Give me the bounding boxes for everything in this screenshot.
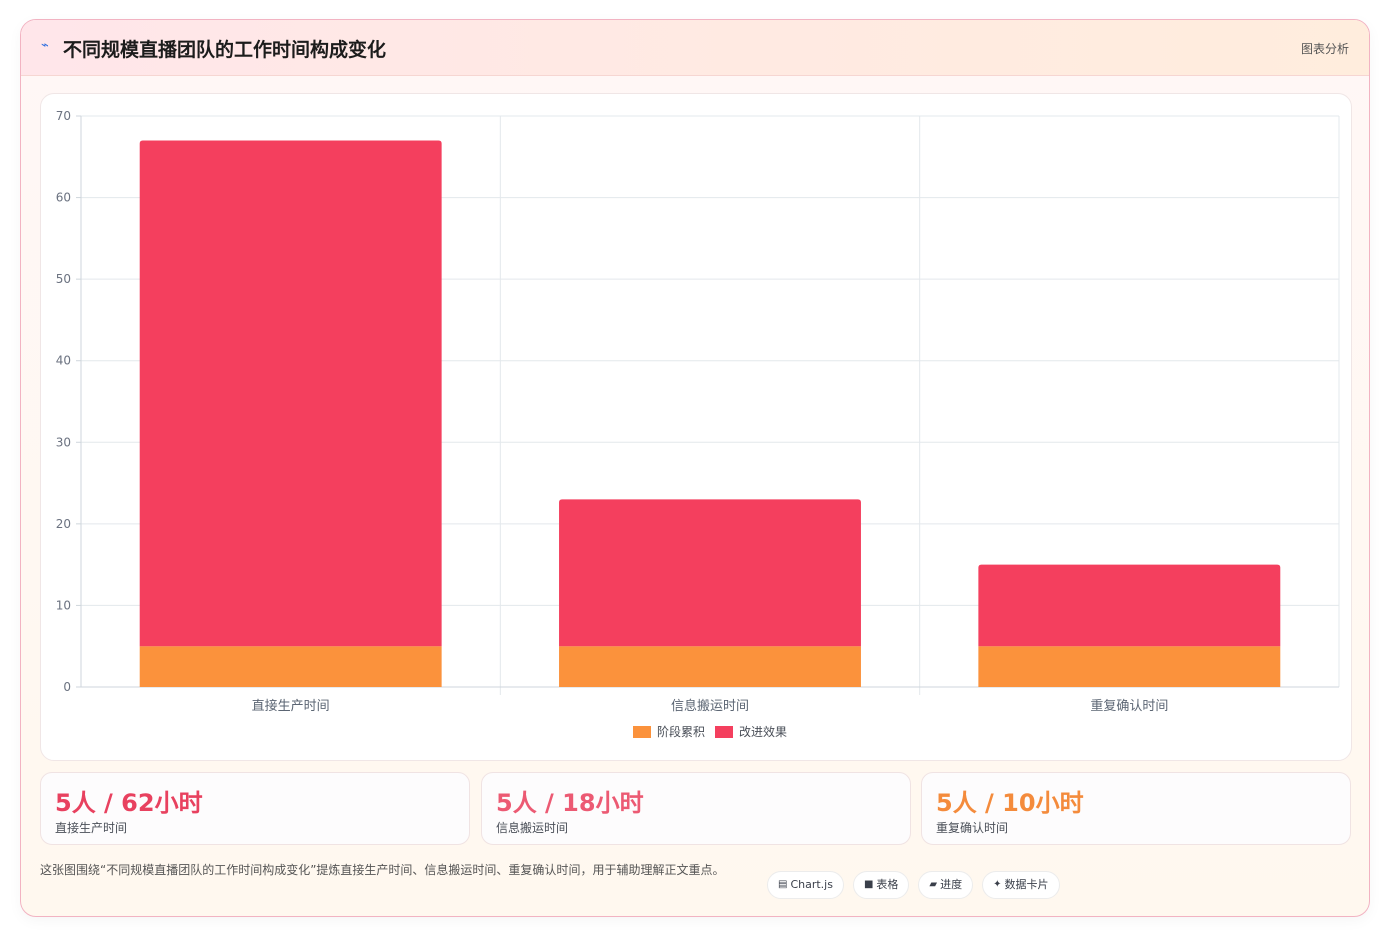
x-tick-label: 信息搬运时间 [671, 698, 749, 714]
stat-value: 5人 / 18小时 [496, 789, 644, 817]
y-tick-label: 70 [56, 109, 71, 123]
bar-stage-segment [559, 646, 861, 687]
stat-label: 信息搬运时间 [496, 821, 569, 835]
progress-icon: ▰ [929, 879, 938, 890]
stat-label: 直接生产时间 [55, 821, 128, 835]
y-tick-label: 60 [56, 191, 71, 205]
stat-value: 5人 / 62小时 [55, 789, 203, 817]
y-tick-label: 30 [56, 435, 71, 449]
pill-progress[interactable]: ▰ 进度 [918, 871, 974, 899]
y-tick-label: 40 [56, 354, 71, 368]
bar-stage-segment [139, 646, 442, 687]
tag-pills: ▤ Chart.js ■ 表格 ▰ 进度 ✦ 数据卡片 [767, 871, 1060, 899]
legend-swatch [715, 726, 733, 738]
pill-table[interactable]: ■ 表格 [852, 871, 910, 899]
y-tick-label: 0 [63, 680, 71, 694]
pill-data-card[interactable]: ✦ 数据卡片 [982, 871, 1060, 899]
pill-label: 进度 [940, 878, 963, 891]
stat-value: 5人 / 10小时 [936, 789, 1084, 817]
bar-improvement-segment [139, 140, 442, 647]
stat-card-info-transfer: 5人 / 18小时 信息搬运时间 [481, 772, 911, 845]
y-tick-label: 10 [56, 598, 71, 612]
trend-icon: ⌁ [41, 38, 49, 53]
chart-analysis-tag: 图表分析 [1300, 42, 1349, 56]
stat-card-direct-production: 5人 / 62小时 直接生产时间 [40, 772, 470, 845]
chart-card: ⌁ 不同规模直播团队的工作时间构成变化 图表分析 0 10 20 30 40 50 60 70… [20, 19, 1370, 917]
sparkle-icon: ✦ [993, 879, 1002, 890]
table-icon: ■ [863, 879, 874, 890]
stat-label: 重复确认时间 [936, 821, 1009, 835]
legend-label: 改进效果 [739, 724, 787, 739]
chart-panel: 0 10 20 30 40 50 60 70 直接生产时间 信息搬运时间 重复确认时间阶段累积 改进效… [40, 93, 1352, 761]
legend-swatch [633, 726, 651, 738]
stat-card-repeat-confirm: 5人 / 10小时 重复确认时间 [921, 772, 1351, 845]
pill-label: Chart.js [790, 878, 833, 891]
pill-label: 表格 [876, 878, 899, 891]
pill-label: 数据卡片 [1004, 878, 1049, 891]
bar-stage-segment [978, 646, 1281, 687]
y-tick-label: 20 [56, 517, 71, 531]
legend-label: 阶段累积 [657, 724, 705, 739]
chart-title: 不同规模直播团队的工作时间构成变化 [63, 39, 387, 61]
pill-chartjs[interactable]: ▤ Chart.js [767, 871, 844, 899]
x-tick-label: 直接生产时间 [252, 698, 330, 714]
y-tick-label: 50 [56, 272, 71, 286]
card-header: ⌁ 不同规模直播团队的工作时间构成变化 图表分析 [21, 20, 1369, 76]
chart-icon: ▤ [778, 879, 788, 890]
bar-improvement-segment [978, 564, 1281, 647]
bar-improvement-segment [559, 499, 861, 647]
x-tick-label: 重复确认时间 [1090, 698, 1168, 714]
chart-description: 这张图围绕“不同规模直播团队的工作时间构成变化”提炼直接生产时间、信息搬运时间、… [40, 863, 725, 877]
